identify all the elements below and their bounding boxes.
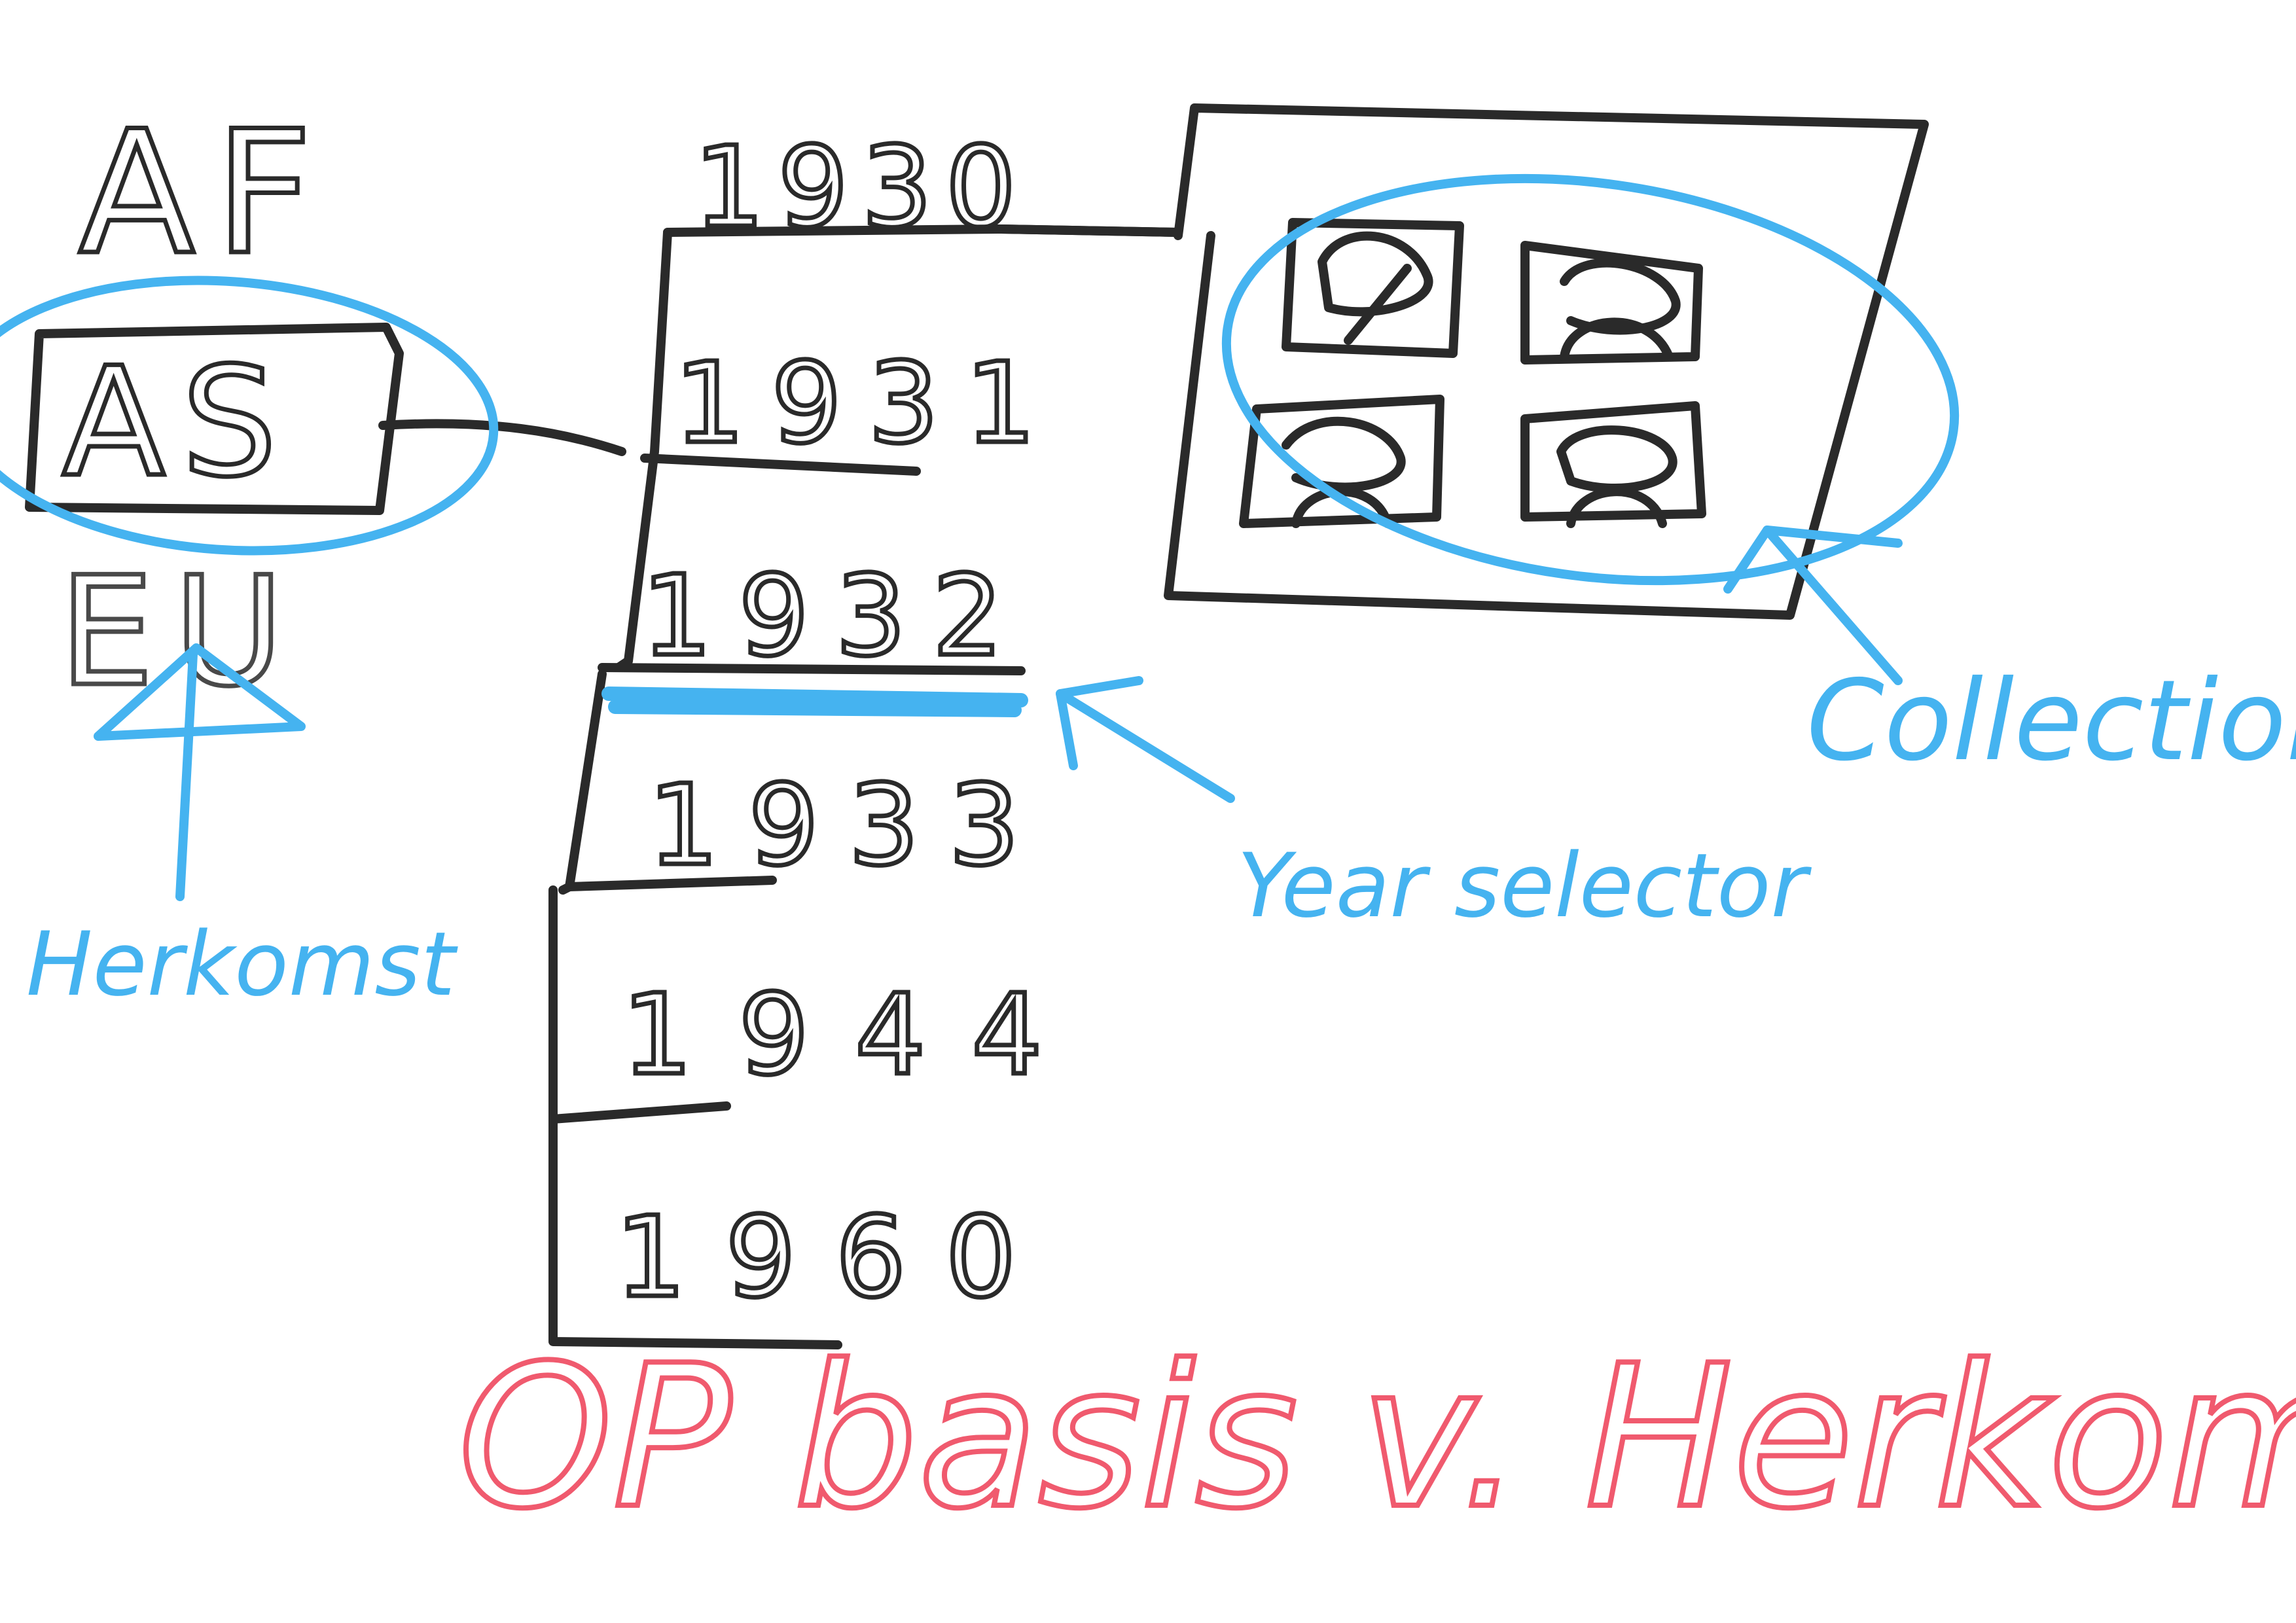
collection-arrow <box>1723 526 1903 685</box>
year-selector: 1930 1931 1932 1933 1944 1960 <box>548 121 1183 1349</box>
origin-item-as-box[interactable] <box>25 323 404 515</box>
year-item-1960[interactable]: 1960 <box>613 1191 1056 1325</box>
year-item-1933[interactable]: 1933 <box>646 759 1049 893</box>
origin-item-af[interactable]: AF <box>77 93 332 295</box>
collection-panel-outline <box>1164 103 1929 620</box>
annotation-year-selector: Year selector <box>1237 834 1812 937</box>
collection-thumbnail[interactable] <box>1520 241 1703 365</box>
collection-panel <box>1164 103 1960 620</box>
year-divider-1944 <box>548 1101 731 1124</box>
annotation-footer: OP basis v. Herkomst <box>458 1323 2296 1552</box>
year-divider-1932 <box>598 663 1026 675</box>
annotation-collection: Collection <box>1806 656 2296 786</box>
annotation-herkomst: Herkomst <box>26 913 459 1016</box>
origin-item-eu[interactable]: EU <box>57 543 304 722</box>
origin-selector: AF AS EU <box>25 93 404 722</box>
collection-thumbnail[interactable] <box>1520 401 1706 528</box>
year-divider-1933 <box>565 876 777 891</box>
year-item-1930[interactable]: 1930 <box>692 121 1030 255</box>
year-item-1931[interactable]: 1931 <box>672 337 1062 471</box>
year-item-1932[interactable]: 1932 <box>639 550 1030 684</box>
year-selector-arrow <box>1056 676 1235 803</box>
connector-origin-to-years <box>378 419 626 456</box>
year-divider-1931 <box>640 454 921 476</box>
collection-thumbnail[interactable] <box>1239 395 1444 528</box>
herkomst-arrow <box>94 643 306 901</box>
connector-year-to-collection <box>997 224 1183 237</box>
collection-highlight-ellipse-main <box>1221 173 1960 586</box>
year-highlight-underline <box>601 687 1028 717</box>
origin-highlight-ellipse <box>0 276 499 556</box>
origin-item-as[interactable]: AS <box>60 334 293 513</box>
year-item-1944[interactable]: 1944 <box>620 969 1088 1103</box>
collection-thumbnail[interactable] <box>1282 218 1464 358</box>
